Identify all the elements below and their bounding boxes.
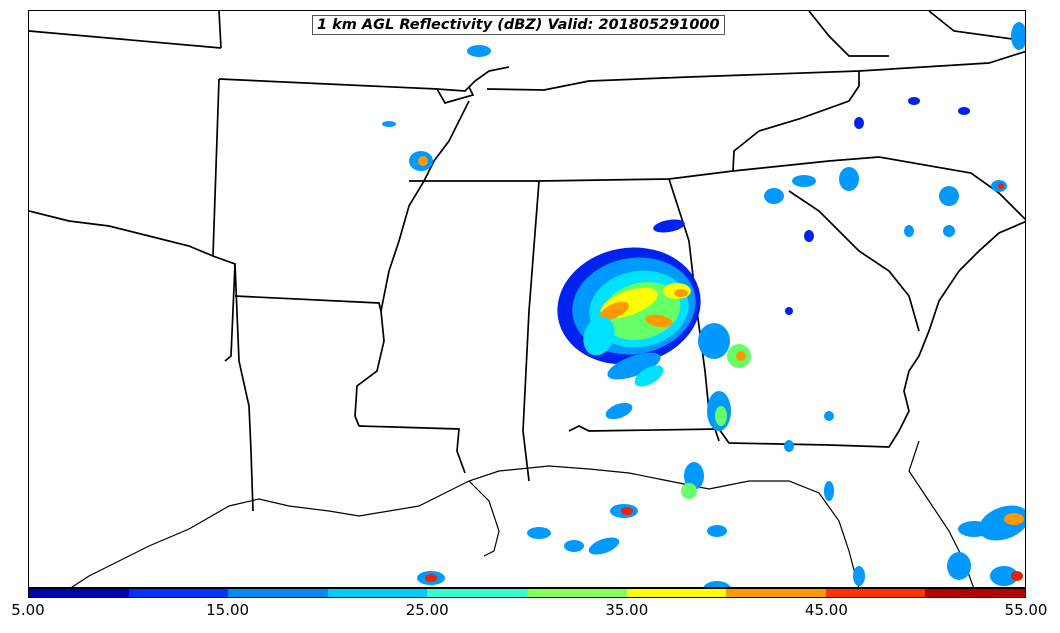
echo-cell [588, 537, 620, 555]
echo-cell [425, 574, 437, 582]
colorbar-tick-label: 35.00 [605, 601, 649, 619]
echo-cell [418, 156, 428, 166]
echo-cell [467, 45, 491, 57]
echo-cell [736, 351, 746, 361]
echo-cell [634, 365, 664, 387]
colorbar-segment [825, 589, 926, 597]
echo-cell [583, 316, 615, 356]
echo-cell [621, 507, 633, 515]
echo-cell [715, 406, 727, 426]
echo-cell [908, 97, 920, 105]
echo-cell [958, 521, 990, 537]
map-panel [28, 10, 1026, 588]
echo-cell [674, 289, 688, 297]
colorbar-segment [327, 589, 428, 597]
colorbar [28, 588, 1026, 598]
colorbar-segment [427, 589, 527, 597]
echo-cell [939, 186, 959, 206]
colorbar-tick-label: 15.00 [206, 601, 250, 619]
echo-cell [527, 527, 551, 539]
echo-cell [1011, 571, 1023, 581]
echo-cell [824, 411, 834, 421]
echo-cell [824, 481, 834, 501]
echo-cell [990, 566, 1018, 586]
echo-cell [958, 107, 970, 115]
echo-cell [943, 225, 955, 237]
colorbar-tick-label: 45.00 [804, 601, 848, 619]
echo-cell [703, 581, 731, 587]
colorbar-tick-label: 55.00 [1004, 601, 1048, 619]
echo-cell [853, 566, 865, 586]
state-boundaries [29, 11, 1025, 512]
echo-cell [607, 352, 661, 380]
gulf-coastline [70, 440, 974, 587]
colorbar-segment [228, 589, 328, 597]
reflectivity-echoes [382, 22, 1025, 587]
colorbar-tick-label: 25.00 [405, 601, 449, 619]
echo-cell [839, 167, 859, 191]
colorbar-tick-label: 5.00 [11, 601, 45, 619]
echo-cell [564, 540, 584, 552]
echo-cell [854, 117, 864, 129]
colorbar-segment [726, 589, 826, 597]
echo-cell [681, 483, 697, 499]
echo-cell [653, 219, 685, 233]
echo-cell [1011, 22, 1025, 50]
colorbar-segment [925, 589, 1025, 597]
echo-cell [382, 121, 396, 127]
echo-cell [785, 307, 793, 315]
echo-cell [605, 402, 633, 420]
map-canvas [29, 11, 1025, 587]
echo-cell [998, 183, 1004, 189]
map-title: 1 km AGL Reflectivity (dBZ) Valid: 20180… [312, 15, 725, 35]
echo-cell [707, 525, 727, 537]
echo-cell [1004, 513, 1024, 525]
echo-cell [599, 301, 629, 321]
echo-cell [792, 175, 816, 187]
colorbar-segment [128, 589, 229, 597]
echo-cell [804, 230, 814, 242]
echo-cell [764, 188, 784, 204]
echo-cell [947, 552, 971, 580]
echo-cell [904, 225, 914, 237]
echo-cell [698, 323, 730, 359]
echo-cell [645, 314, 673, 328]
echo-cell [784, 440, 794, 452]
colorbar-segment [29, 589, 129, 597]
colorbar-segment [526, 589, 627, 597]
colorbar-segment [626, 589, 727, 597]
